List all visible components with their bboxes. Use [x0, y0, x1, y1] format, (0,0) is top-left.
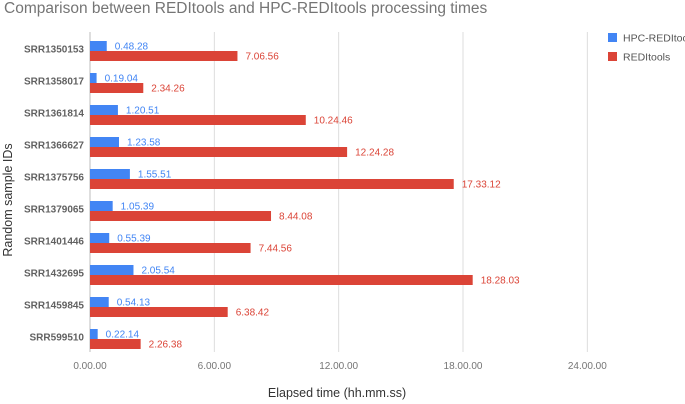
- hpc-reditools-bar: [90, 329, 98, 339]
- legend-label-hpc-reditools: HPC-REDItools: [623, 33, 685, 45]
- legend: HPC-REDItools REDItools: [608, 33, 685, 64]
- hpc-reditools-bar: [90, 105, 118, 115]
- category-label: SRR599510: [30, 333, 85, 344]
- hpc-reditools-data-label: 0.48.28: [115, 42, 149, 53]
- reditools-bar: [90, 211, 272, 221]
- hpc-reditools-bar: [90, 169, 130, 179]
- x-axis-title: Elapsed time (hh.mm.ss): [268, 386, 406, 400]
- category-label: SRR1350153: [24, 45, 84, 56]
- hpc-reditools-bar: [90, 233, 110, 243]
- reditools-data-label: 7.44.56: [259, 244, 293, 255]
- hpc-reditools-bar: [90, 137, 119, 147]
- reditools-bar: [90, 51, 238, 61]
- reditools-bar: [90, 243, 251, 253]
- hpc-reditools-bar: [90, 41, 107, 51]
- hpc-reditools-data-label: 0.54.13: [117, 298, 151, 309]
- hpc-reditools-data-label: 1.23.58: [127, 138, 161, 149]
- hpc-reditools-bar: [90, 265, 134, 275]
- x-tick-label: 12.00.00: [319, 361, 358, 372]
- reditools-data-label: 8.44.08: [279, 212, 313, 223]
- category-label: SRR1366627: [24, 141, 84, 152]
- gridlines: [89, 32, 588, 352]
- hpc-reditools-data-label: 1.20.51: [126, 106, 160, 117]
- legend-swatch-reditools: [608, 52, 617, 61]
- reditools-bar: [90, 115, 306, 125]
- x-tick-label: 6.00.00: [198, 361, 232, 372]
- category-label: SRR1379065: [24, 205, 84, 216]
- reditools-bar: [90, 339, 141, 349]
- reditools-data-label: 17.33.12: [462, 180, 501, 191]
- x-tick-label: 24.00.00: [568, 361, 607, 372]
- category-label: SRR1361814: [24, 109, 84, 120]
- hpc-reditools-data-label: 0.19.04: [105, 74, 139, 85]
- x-tick-label: 18.00.00: [444, 361, 483, 372]
- hpc-reditools-data-label: 1.55.51: [138, 170, 172, 181]
- legend-swatch-hpc-reditools: [608, 33, 617, 42]
- category-label: SRR1375756: [24, 173, 84, 184]
- hpc-reditools-data-label: 0.22.14: [106, 330, 140, 341]
- category-labels: SRR1350153 SRR1358017 SRR1361814 SRR1366627…: [24, 45, 84, 344]
- hpc-reditools-bar: [90, 73, 97, 83]
- reditools-data-label: 18.28.03: [481, 276, 520, 287]
- data-labels: 0.48.28 7.06.56 0.19.04 2.34.26 1.20.51 10.24…: [105, 42, 520, 351]
- reditools-bar: [90, 83, 144, 93]
- reditools-bar: [90, 275, 473, 285]
- reditools-bar: [90, 147, 348, 157]
- hpc-reditools-data-label: 1.05.39: [121, 202, 155, 213]
- x-tick-label: 0.00.00: [73, 361, 107, 372]
- reditools-data-label: 2.26.38: [149, 340, 183, 351]
- category-label: SRR1358017: [24, 77, 84, 88]
- reditools-data-label: 6.38.42: [236, 308, 270, 319]
- reditools-data-label: 12.24.28: [355, 148, 394, 159]
- reditools-bar: [90, 179, 454, 189]
- hpc-reditools-bar: [90, 201, 113, 211]
- category-label: SRR1459845: [24, 301, 84, 312]
- chart-title: Comparison between REDItools and HPC-RED…: [4, 0, 488, 17]
- hpc-reditools-data-label: 0.55.39: [117, 234, 151, 245]
- reditools-bar: [90, 307, 228, 317]
- hpc-reditools-data-label: 2.05.54: [141, 266, 175, 277]
- bars: [90, 41, 473, 349]
- y-axis-title: Random sample IDs: [1, 143, 15, 256]
- legend-label-reditools: REDItools: [623, 52, 670, 64]
- category-label: SRR1401446: [24, 237, 84, 248]
- reditools-data-label: 7.06.56: [245, 52, 279, 63]
- x-tick-labels: 0.00.00 6.00.00 12.00.00 18.00.00 24.00.00: [73, 361, 607, 372]
- reditools-data-label: 10.24.46: [314, 116, 353, 127]
- reditools-data-label: 2.34.26: [151, 84, 185, 95]
- category-label: SRR1432695: [24, 269, 84, 280]
- hpc-reditools-bar: [90, 297, 109, 307]
